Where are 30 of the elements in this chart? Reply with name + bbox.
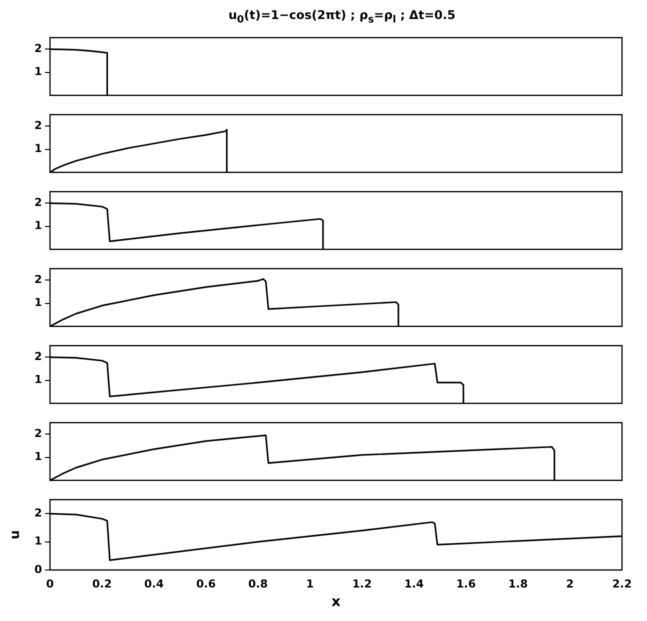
y-tick-label: 2 [34, 350, 42, 364]
y-tick-label: 0 [34, 562, 42, 576]
y-tick-label: 1 [34, 142, 42, 156]
y-axis-title: u [8, 530, 24, 540]
x-tick-label: 1.2 [352, 577, 372, 590]
y-tick-label: 1 [34, 65, 42, 78]
y-tick-label: 1 [34, 373, 42, 386]
y-tick-label: 1 [34, 450, 42, 464]
y-tick-label: 2 [34, 273, 42, 286]
x-tick-label: 1.4 [404, 577, 424, 590]
x-tick-label: 0.4 [144, 577, 164, 590]
x-tick-label: 1.6 [456, 577, 476, 590]
y-tick-label: 1 [34, 296, 42, 310]
y-tick-label: 2 [34, 196, 42, 210]
y-tick-label: 1 [34, 219, 42, 232]
x-tick-label: 0.8 [248, 577, 268, 590]
x-tick-label: 0 [46, 577, 54, 590]
x-tick-label: 2.2 [612, 577, 632, 590]
x-axis-title: x [331, 594, 341, 610]
x-tick-label: 1 [306, 577, 314, 590]
y-tick-label: 2 [34, 119, 42, 132]
x-tick-label: 0.6 [196, 577, 216, 590]
x-tick-label: 0.2 [92, 577, 112, 590]
y-tick-label: 1 [34, 534, 42, 548]
chart-title: u$_{0}$(t)=1−cos(2πt) ; ρ$_{s}$=ρ$_{l}$ ; Δt=0.5 [227, 8, 457, 28]
x-tick-label: 1.8 [508, 577, 528, 590]
y-tick-label: 2 [34, 427, 42, 440]
y-tick-label: 2 [34, 42, 42, 56]
y-tick-label: 2 [34, 506, 42, 520]
x-tick-label: 2 [566, 577, 574, 590]
